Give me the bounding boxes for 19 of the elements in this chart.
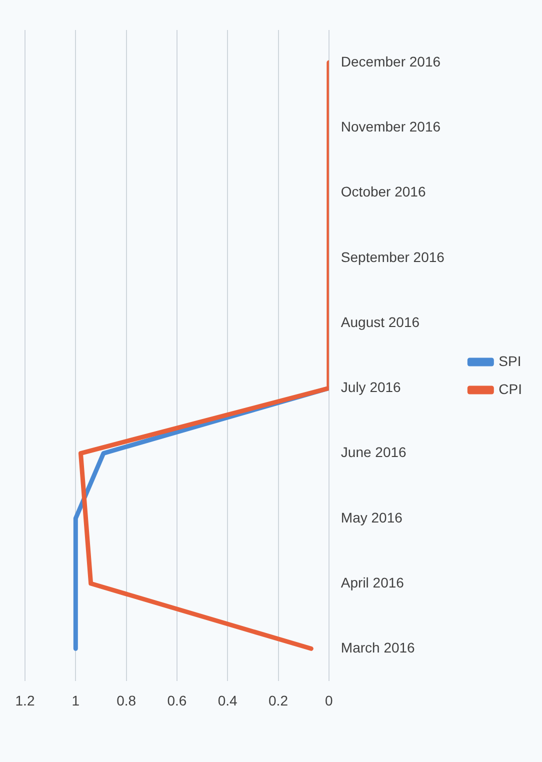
y-tick-label: December 2016 [340, 53, 441, 70]
y-tick-label: July 2016 [340, 379, 402, 396]
x-tick-label: 1 [72, 692, 80, 708]
y-tick-label: October 2016 [340, 184, 426, 200]
y-tick-label: August 2016 [340, 314, 420, 330]
x-tick-label: 0.4 [218, 692, 238, 708]
y-tick-label: June 2016 [340, 444, 407, 460]
legend-label: CPI [498, 380, 522, 397]
x-tick-label: 0.2 [268, 692, 288, 708]
y-tick-label: May 2016 [340, 509, 403, 526]
x-tick-label: 0 [325, 692, 334, 708]
x-tick-label: 1.2 [15, 692, 35, 708]
x-tick-label: 0.6 [167, 692, 187, 708]
y-tick-label: March 2016 [340, 640, 416, 656]
y-tick-label: September 2016 [340, 248, 445, 265]
y-tick-label: April 2016 [340, 574, 404, 590]
y-tick-label: November 2016 [340, 118, 441, 135]
x-tick-label: 0.8 [116, 692, 136, 708]
legend-label: SPI [498, 352, 522, 369]
